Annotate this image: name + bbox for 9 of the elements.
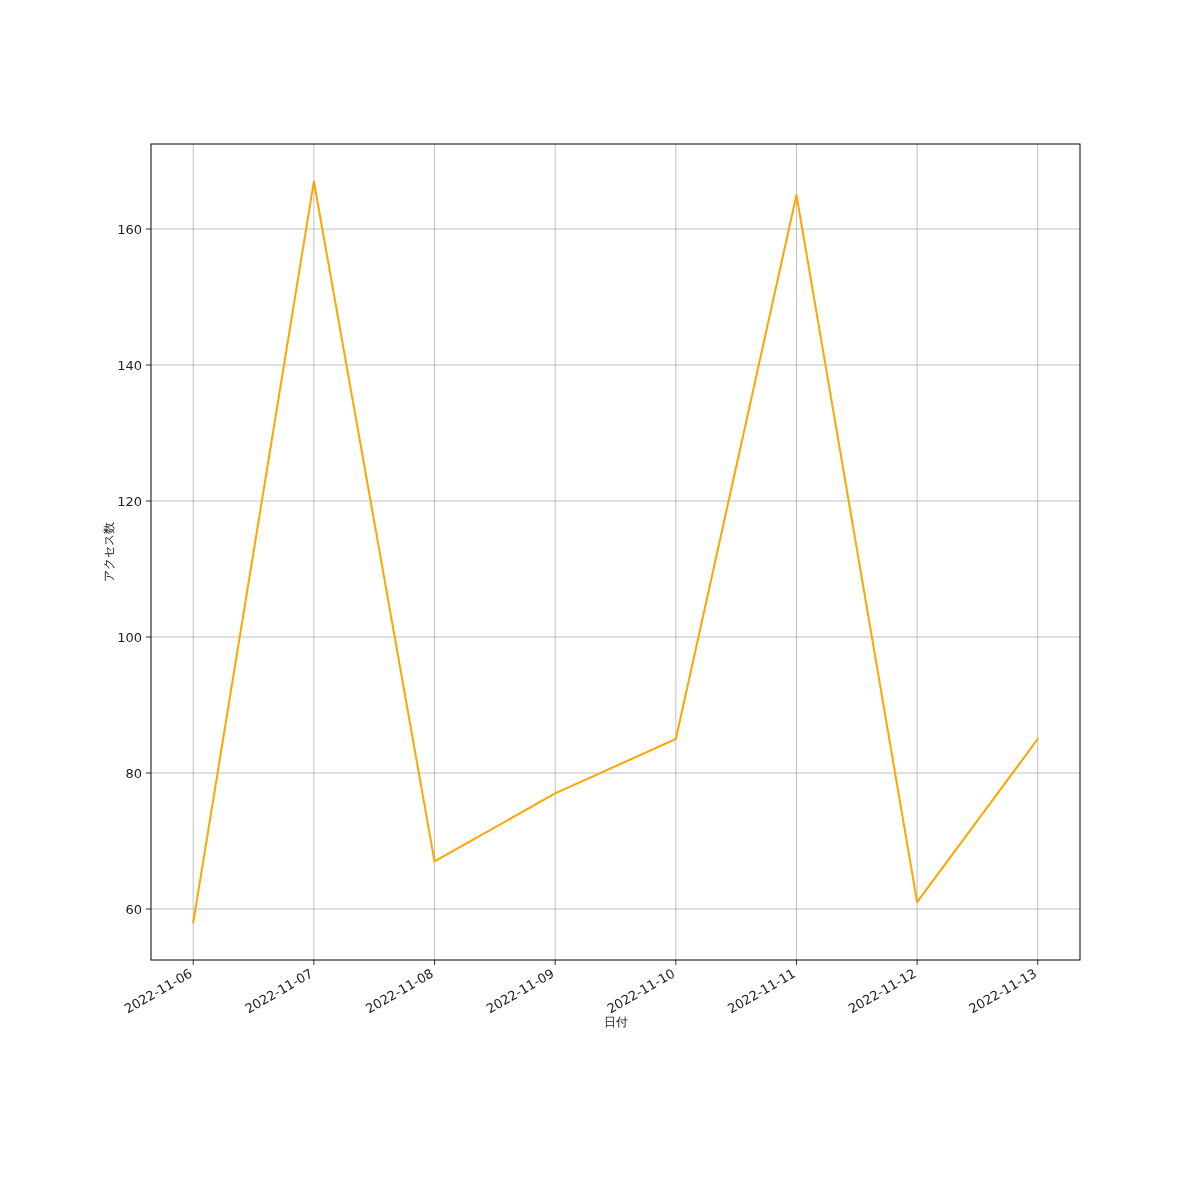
y-tick-label: 160 — [117, 222, 142, 237]
y-tick-label: 100 — [117, 630, 142, 645]
y-axis-title: アクセス数 — [102, 522, 116, 582]
y-tick-label: 80 — [125, 766, 142, 781]
y-tick-label: 140 — [117, 358, 142, 373]
y-tick-label: 60 — [125, 902, 142, 917]
line-series — [192, 180, 1039, 924]
y-tick-label: 120 — [117, 494, 142, 509]
x-axis-title: 日付 — [603, 1015, 628, 1029]
